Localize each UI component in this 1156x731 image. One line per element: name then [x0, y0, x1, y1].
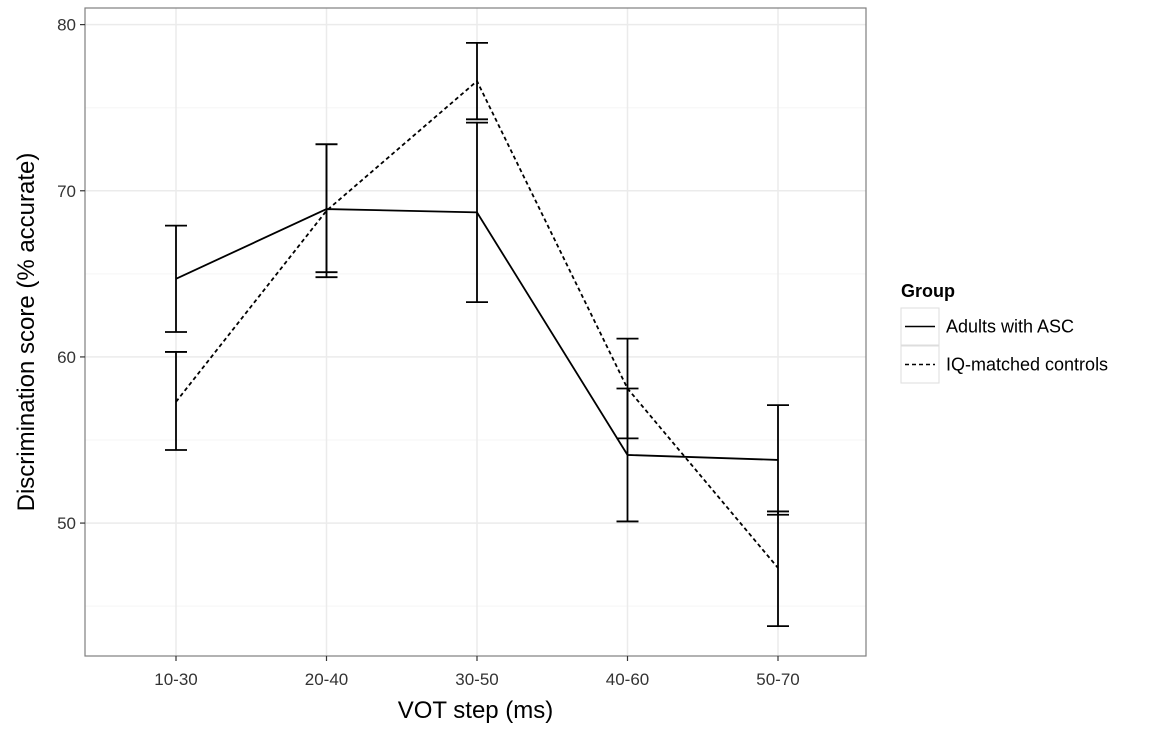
- legend-title: Group: [901, 281, 955, 301]
- error-bars: [165, 41, 789, 627]
- x-tick-label: 10-30: [154, 670, 197, 689]
- legend: Group Adults with ASC IQ-matched control…: [900, 281, 1108, 384]
- legend-label-asc: Adults with ASC: [946, 317, 1074, 337]
- y-tick-label: 50: [57, 514, 76, 533]
- panel-border: [84, 7, 867, 657]
- x-axis-title: VOT step (ms): [398, 697, 554, 724]
- y-tick-label: 80: [57, 16, 76, 35]
- legend-label-controls: IQ-matched controls: [946, 355, 1108, 375]
- y-axis-title: Discrimination score (% accurate): [13, 153, 40, 512]
- x-tick-label: 30-50: [455, 670, 498, 689]
- y-tick-label: 70: [57, 182, 76, 201]
- y-tick-label: 60: [57, 348, 76, 367]
- x-tick-label: 20-40: [305, 670, 348, 689]
- x-tick-label: 40-60: [606, 670, 649, 689]
- grid: [85, 8, 866, 656]
- x-tick-label: 50-70: [756, 670, 799, 689]
- axes: 50 60 70 80 10-30 20-40 30-50 40-60 50-70: [57, 16, 800, 689]
